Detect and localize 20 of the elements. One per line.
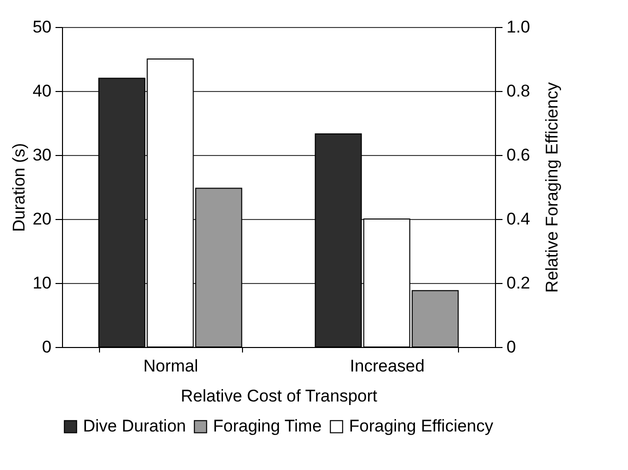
y-tick-label: 40 xyxy=(32,82,52,100)
y2-tick-label: 0.6 xyxy=(506,146,530,164)
legend-label: Foraging Efficiency xyxy=(349,416,494,436)
y-tick-label: 30 xyxy=(32,146,52,164)
y2-axis-title: Relative Foraging Efficiency xyxy=(542,82,562,293)
x-axis-title: Relative Cost of Transport xyxy=(180,386,378,406)
legend-label: Foraging Time xyxy=(213,416,322,436)
legend-label: Dive Duration xyxy=(83,416,186,436)
y-tick-label: 0 xyxy=(42,338,52,356)
y2-tick-label: 1.0 xyxy=(506,18,530,36)
y2-tick-label: 0.2 xyxy=(506,274,530,292)
y-axis-title: Duration (s) xyxy=(10,143,29,232)
y-tick-label: 20 xyxy=(32,210,52,228)
y-tick-label: 50 xyxy=(32,18,52,36)
y2-tick-label: 0 xyxy=(506,338,516,356)
y2-tick-label: 0.8 xyxy=(506,82,530,100)
y-tick-label: 10 xyxy=(32,274,52,292)
x-tick-label: Normal xyxy=(143,356,198,376)
x-tick-label: Increased xyxy=(350,356,425,376)
y2-tick-label: 0.4 xyxy=(506,210,530,228)
